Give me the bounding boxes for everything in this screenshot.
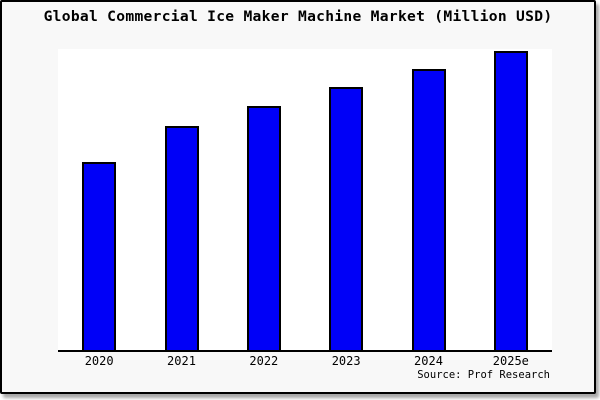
source-credit: Source: Prof Research [417,369,550,381]
bar-2025e [493,51,528,350]
bar-2023 [329,86,364,350]
x-tick-label-2023: 2023 [331,354,361,368]
x-tick-label-2024: 2024 [414,354,443,368]
x-tick-label-2021: 2021 [167,354,196,368]
bar-2024 [411,68,446,350]
bar-2021 [164,125,199,350]
chart-figure: Global Commercial Ice Maker Machine Mark… [0,0,596,394]
plot-area [58,49,552,352]
x-tick-label-2020: 2020 [84,354,114,368]
x-tick-label-2025e: 2025e [492,354,529,368]
bar-2020 [82,161,117,350]
bar-2022 [246,106,281,350]
x-tick-label-2022: 2022 [249,354,279,368]
chart-title: Global Commercial Ice Maker Machine Mark… [43,8,553,25]
